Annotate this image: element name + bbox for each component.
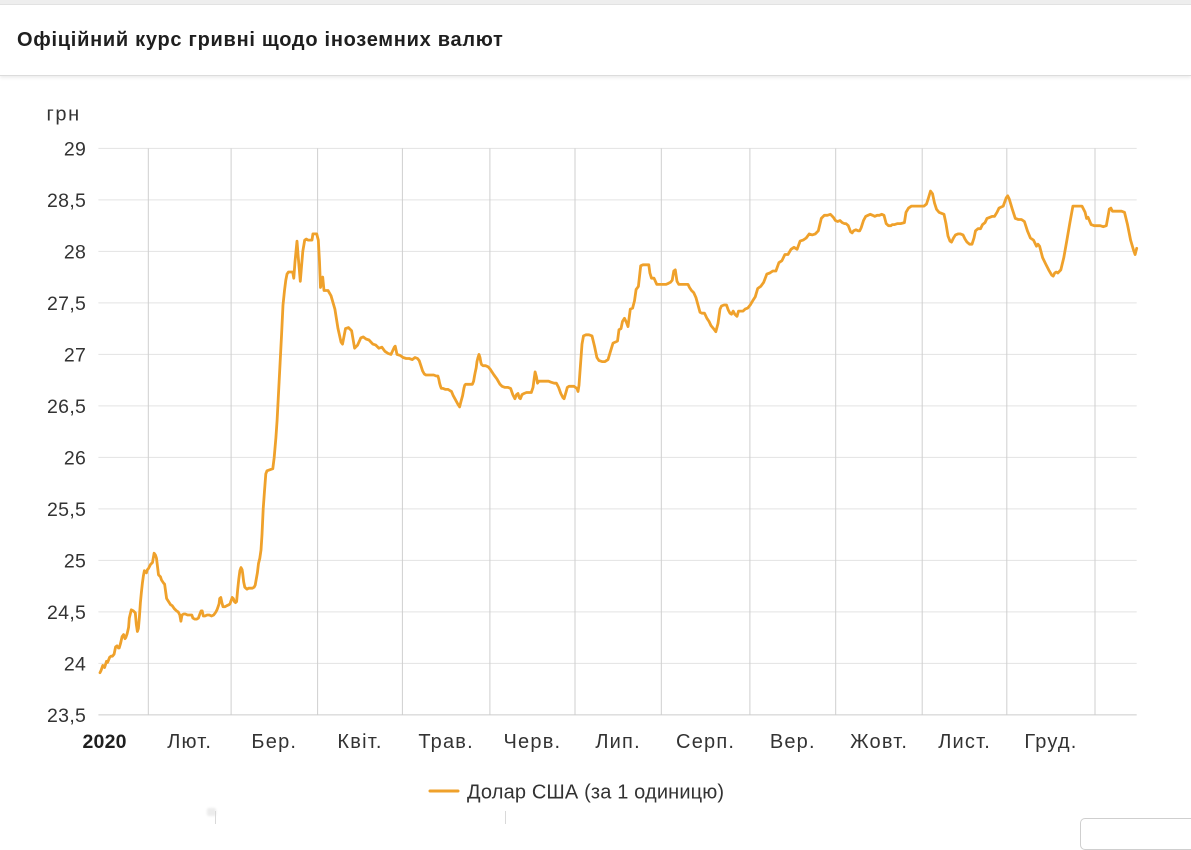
svg-text:24,5: 24,5	[47, 602, 86, 624]
svg-text:27: 27	[64, 344, 86, 366]
svg-text:Бер.: Бер.	[251, 731, 297, 753]
svg-text:Лют.: Лют.	[167, 731, 212, 753]
svg-text:26: 26	[64, 447, 86, 469]
svg-text:Черв.: Черв.	[504, 731, 562, 753]
svg-text:грн: грн	[47, 104, 81, 126]
svg-text:29: 29	[64, 138, 86, 160]
svg-text:28,5: 28,5	[47, 190, 86, 212]
svg-text:25,5: 25,5	[47, 499, 86, 521]
svg-text:Груд.: Груд.	[1024, 731, 1077, 753]
svg-text:Долар США (за 1 одиницю): Долар США (за 1 одиницю)	[467, 781, 724, 803]
svg-text:Квіт.: Квіт.	[337, 731, 382, 753]
svg-text:26,5: 26,5	[47, 396, 86, 418]
svg-text:Вер.: Вер.	[770, 731, 816, 753]
svg-text:28: 28	[64, 241, 86, 263]
svg-text:2020: 2020	[83, 731, 127, 753]
svg-text:23,5: 23,5	[47, 705, 86, 727]
svg-text:Трав.: Трав.	[418, 731, 474, 753]
svg-text:24: 24	[64, 653, 86, 675]
svg-text:Серп.: Серп.	[676, 731, 735, 753]
svg-text:Лип.: Лип.	[595, 731, 640, 753]
svg-text:Лист.: Лист.	[938, 731, 991, 753]
svg-text:25: 25	[64, 550, 86, 572]
svg-text:Жовт.: Жовт.	[850, 731, 908, 753]
svg-text:27,5: 27,5	[47, 293, 86, 315]
